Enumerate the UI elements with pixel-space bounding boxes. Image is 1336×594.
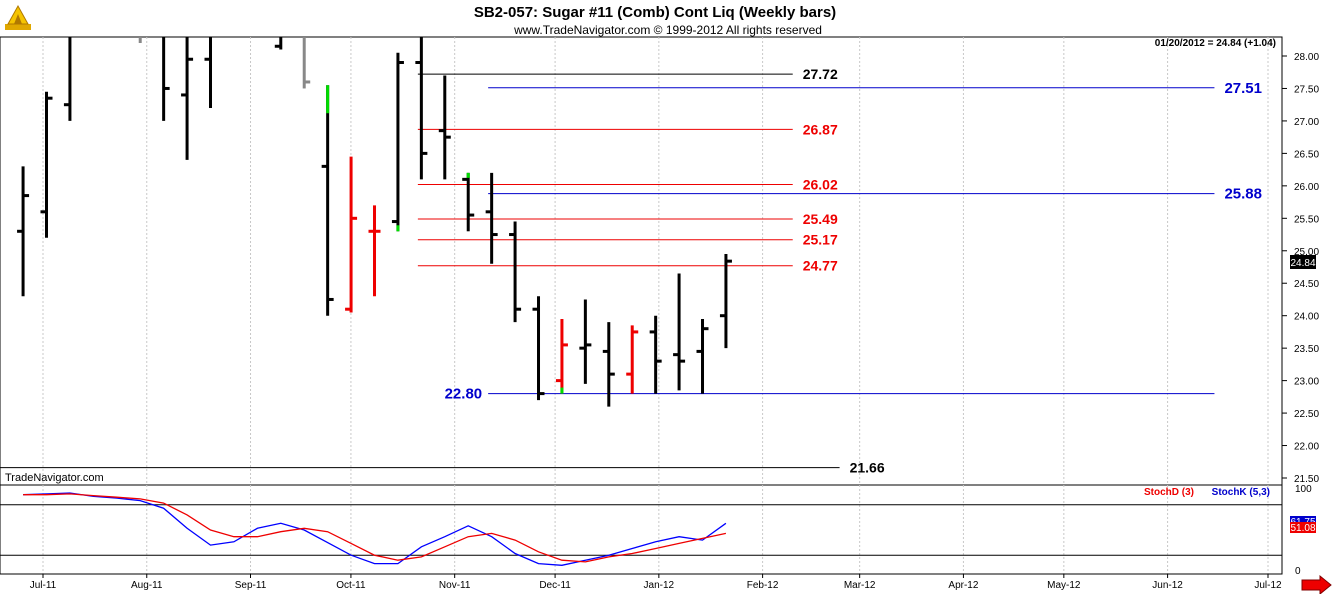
price-panel[interactable] bbox=[0, 36, 1283, 486]
x-tick-label: Feb-12 bbox=[747, 580, 779, 591]
x-tick-label: May-12 bbox=[1047, 580, 1081, 591]
level-label: 22.80 bbox=[445, 386, 483, 403]
last-quote-text: 01/20/2012 = 24.84 (+1.04) bbox=[1155, 38, 1276, 49]
y-tick-label: 24.00 bbox=[1294, 312, 1319, 323]
y-tick-label: 26.00 bbox=[1294, 182, 1319, 193]
stochk-tag-bg bbox=[1290, 516, 1316, 527]
stochk-label: StochK (5,3) bbox=[1212, 487, 1270, 498]
y-tick-label: 28.00 bbox=[1294, 52, 1319, 63]
level-label: 26.02 bbox=[803, 177, 838, 193]
level-label: 24.77 bbox=[803, 258, 838, 274]
stoch-series-line bbox=[23, 493, 727, 563]
watermark-text: TradeNavigator.com bbox=[5, 472, 104, 484]
level-label: 26.87 bbox=[803, 121, 838, 137]
x-tick-label: Jul-12 bbox=[1254, 580, 1282, 591]
stoch-series-line bbox=[23, 492, 727, 566]
stoch-vertical-gridlines bbox=[42, 485, 1269, 574]
stochd-label: StochD (3) bbox=[1144, 487, 1194, 498]
y-tick-label: 21.50 bbox=[1294, 474, 1319, 485]
trade-navigator-logo-icon bbox=[5, 4, 31, 30]
levels-layer: 27.72 27.51 26.87 26.02 25.88 25.49 25.17 24.77… bbox=[0, 66, 1262, 476]
x-tick-label: Jun-12 bbox=[1152, 580, 1183, 591]
chart-title: SB2-057: Sugar #11 (Comb) Cont Liq (Week… bbox=[474, 4, 836, 21]
y-tick-label: 22.00 bbox=[1294, 442, 1319, 453]
last-price-tag: 24.84 bbox=[1290, 258, 1315, 269]
level-label: 25.17 bbox=[803, 232, 838, 248]
ohlc-bars bbox=[17, 37, 732, 407]
x-tick-label: Jul-11 bbox=[30, 580, 57, 591]
level-label: 25.88 bbox=[1224, 186, 1262, 203]
price-axis: 28.00 27.50 27.00 26.50 26.00 25.50 25.00 24.50… bbox=[1282, 52, 1319, 485]
y-tick-label: 23.00 bbox=[1294, 377, 1319, 388]
stoch-panel[interactable] bbox=[0, 484, 1283, 575]
y-tick-label: 24.50 bbox=[1294, 279, 1319, 290]
stoch-axis-bottom: 0 bbox=[1295, 566, 1301, 577]
y-tick-label: 25.00 bbox=[1294, 247, 1319, 258]
x-tick-label: Jan-12 bbox=[644, 580, 675, 591]
stochd-tag-bg bbox=[1290, 522, 1316, 533]
y-tick-label: 27.00 bbox=[1294, 117, 1319, 128]
red-right-arrow-icon[interactable] bbox=[1301, 574, 1332, 594]
y-tick-label: 22.50 bbox=[1294, 409, 1319, 420]
date-axis: Jul-11 Aug-11 Sep-11 Oct-11 Nov-11 Dec-11 Jan-… bbox=[30, 574, 1282, 591]
level-label: 21.66 bbox=[850, 460, 885, 476]
stochd-tag: 51.08 bbox=[1290, 523, 1315, 534]
level-label: 25.49 bbox=[803, 211, 838, 227]
y-tick-label: 27.50 bbox=[1294, 84, 1319, 95]
y-tick-label: 25.50 bbox=[1294, 214, 1319, 225]
x-tick-label: Aug-11 bbox=[131, 580, 163, 591]
x-tick-label: Nov-11 bbox=[439, 580, 471, 591]
copyright-text: www.TradeNavigator.com © 1999-2012 All r… bbox=[513, 23, 822, 37]
y-tick-label: 23.50 bbox=[1294, 344, 1319, 355]
last-price-tag-bg bbox=[1290, 255, 1316, 269]
y-tick-label: 26.50 bbox=[1294, 149, 1319, 160]
level-label: 27.72 bbox=[803, 66, 838, 82]
stoch-lines bbox=[0, 492, 1282, 566]
level-label: 27.51 bbox=[1224, 80, 1262, 97]
x-tick-label: Dec-11 bbox=[539, 580, 571, 591]
x-tick-label: Oct-11 bbox=[336, 580, 366, 591]
x-tick-label: Apr-12 bbox=[948, 580, 978, 591]
x-tick-label: Sep-11 bbox=[235, 580, 267, 591]
x-tick-label: Mar-12 bbox=[844, 580, 876, 591]
stoch-axis-top: 100 bbox=[1295, 484, 1312, 495]
